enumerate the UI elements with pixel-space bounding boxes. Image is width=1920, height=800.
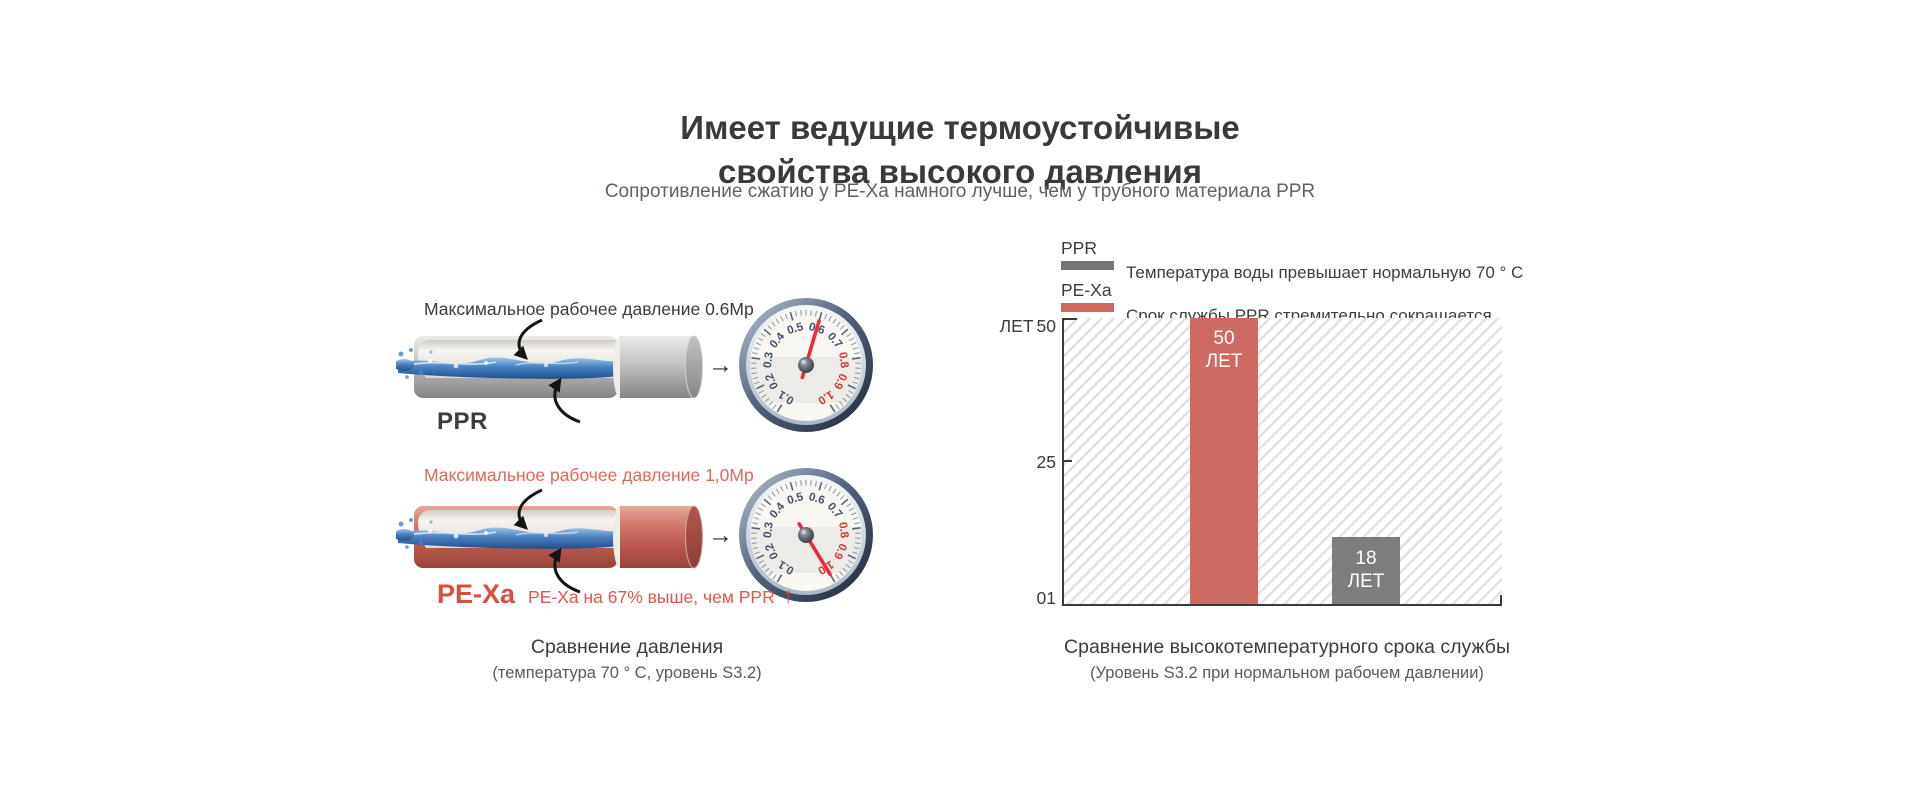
svg-text:0.3: 0.3 <box>762 351 776 368</box>
svg-text:0.8: 0.8 <box>836 521 850 539</box>
bar-pexa: 50 ЛЕТ <box>1190 318 1258 604</box>
y-axis-unit: ЛЕТ <box>999 316 1034 336</box>
pexa-label: PE-Xa <box>437 579 516 609</box>
pexa-pressure-gauge-icon: 0.10.20.30.40.50.60.70.80.91.0 <box>739 468 873 602</box>
y-axis-label-01: 01 <box>1036 588 1056 608</box>
legend-swatch-pexa <box>1061 303 1114 312</box>
ppr-pipe-illustration <box>396 318 703 424</box>
ppr-label: PPR <box>437 408 488 435</box>
svg-text:0.3: 0.3 <box>762 521 776 538</box>
page-subtitle: Сопротивление сжатию у PE-Xa намного луч… <box>604 181 1316 202</box>
svg-text:0.8: 0.8 <box>836 351 850 369</box>
ppr-pressure-annotation: Максимальное рабочее давление 0.6Мр <box>424 299 754 319</box>
y-axis-label-50: ЛЕТ 50 <box>999 316 1056 336</box>
curved-arrow-icon <box>548 547 581 594</box>
legend-swatch-ppr <box>1061 261 1114 270</box>
pexa-pressure-annotation: Максимальное рабочее давление 1,0Мр <box>424 465 754 485</box>
legend-label-ppr: PPR <box>1061 238 1097 258</box>
ppr-pressure-gauge-icon: 0.10.20.30.40.50.60.70.80.91.0 <box>739 298 873 432</box>
pexa-pipe-illustration <box>396 488 703 594</box>
page-title: Имеет ведущие термоустойчивые свойства вы… <box>680 109 1240 191</box>
pexa-label-row: PE-Xa PE-Xa на 67% выше, чем PPR ↑ <box>437 579 794 610</box>
flow-arrow-icon: → <box>708 521 733 549</box>
chart-caption: Сравнение высокотемпературного срока слу… <box>1064 636 1510 658</box>
curved-arrow-icon <box>513 318 543 360</box>
chart-subcaption: (Уровень S3.2 при нормальном рабочем дав… <box>1090 664 1484 682</box>
pexa-note: PE-Xa на 67% выше, чем PPR <box>528 587 775 607</box>
bar-chart-plot-area: 50 ЛЕТ 18 ЛЕТ <box>1062 318 1502 606</box>
axis-tick <box>1064 318 1077 320</box>
up-arrow-icon: ↑ <box>782 583 794 608</box>
bar-ppr: 18 ЛЕТ <box>1332 536 1400 604</box>
flow-arrow-icon: → <box>708 351 733 379</box>
svg-text:0.6: 0.6 <box>807 491 826 507</box>
axis-tick <box>1500 595 1502 604</box>
legend-label-pexa: PE-Xa <box>1061 280 1112 300</box>
curved-arrow-icon <box>548 377 581 424</box>
y-axis-label-25: 25 <box>1036 452 1056 472</box>
svg-text:0.5: 0.5 <box>786 491 805 507</box>
curved-arrow-icon <box>513 488 543 530</box>
chart-caption-block: Сравнение высокотемпературного срока слу… <box>1037 636 1537 683</box>
pressure-subcaption: (температура 70 ° C, уровень S3.2) <box>492 664 762 682</box>
pressure-caption: Сравнение давления <box>530 636 724 658</box>
svg-text:0.5: 0.5 <box>786 321 805 337</box>
legend-desc-ppr: Температура воды превышает нормальную 70… <box>1126 263 1524 282</box>
axis-tick <box>1064 460 1072 462</box>
pressure-caption-block: Сравнение давления (температура 70 ° C, … <box>417 636 837 683</box>
bar-value-label: 18 ЛЕТ <box>1347 548 1385 593</box>
bar-value-label: 50 ЛЕТ <box>1205 328 1243 372</box>
